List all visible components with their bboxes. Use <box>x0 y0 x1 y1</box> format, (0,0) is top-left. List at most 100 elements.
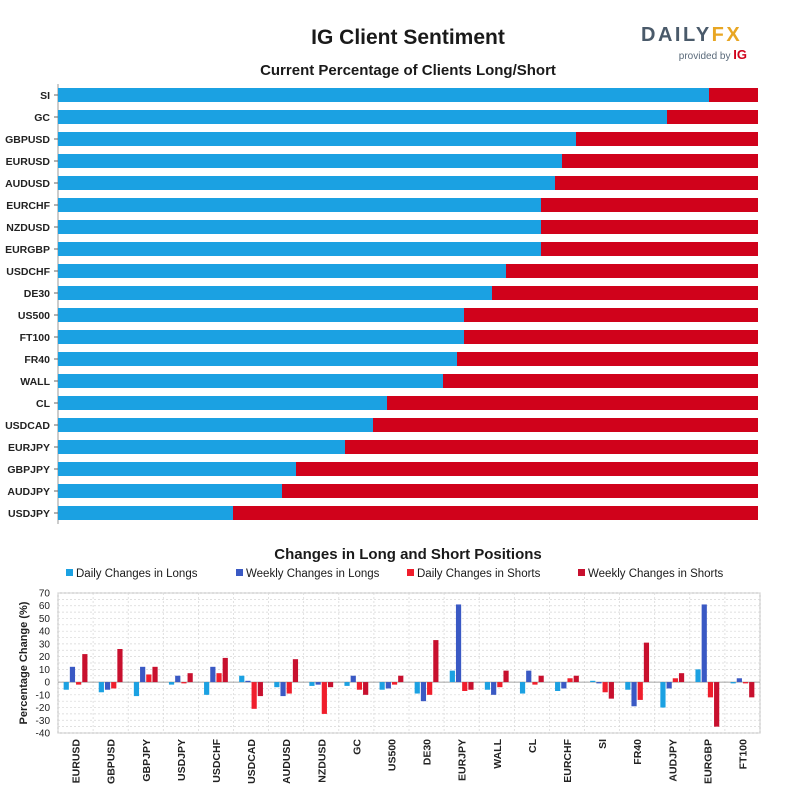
bar-weekly-changes-in-shorts-gbpusd <box>117 649 123 683</box>
bar-daily-changes-in-shorts-audusd <box>286 682 292 694</box>
long-bar-fr40 <box>58 352 457 366</box>
legend-swatch-weekly-shorts <box>578 569 585 576</box>
bar-daily-changes-in-shorts-cl <box>532 682 538 685</box>
chart2-xtick-label-usdjpy: USDJPY <box>176 739 188 781</box>
bar-daily-changes-in-longs-fr40 <box>625 682 631 690</box>
bar-weekly-changes-in-longs-audjpy <box>666 682 672 689</box>
bar-weekly-changes-in-longs-usdjpy <box>175 675 181 683</box>
bar-weekly-changes-in-longs-gbpjpy <box>140 666 146 683</box>
bar-daily-changes-in-longs-si <box>590 680 596 683</box>
dailyfx-logo: DAILYFX provided by IG <box>641 24 747 62</box>
short-bar-usdchf <box>506 264 758 278</box>
long-bar-cl <box>58 396 387 410</box>
short-bar-audjpy <box>282 484 758 498</box>
chart1-tick-label-eurusd: EURUSD <box>6 156 51 168</box>
bar-weekly-changes-in-longs-eurchf <box>561 682 567 689</box>
chart1-tick-label-cl: CL <box>36 398 51 410</box>
bar-weekly-changes-in-longs-usdchf <box>210 666 216 683</box>
bar-daily-changes-in-shorts-de30 <box>427 682 433 695</box>
bar-daily-changes-in-longs-usdjpy <box>168 682 175 685</box>
bar-daily-changes-in-shorts-gbpjpy <box>146 674 152 683</box>
bar-daily-changes-in-longs-eurchf <box>555 682 561 691</box>
bar-daily-changes-in-shorts-usdcad <box>251 682 257 709</box>
chart2-xtick-label-eurjpy: EURJPY <box>457 739 469 781</box>
long-bar-usdchf <box>58 264 506 278</box>
short-bar-ft100 <box>464 330 758 344</box>
short-bar-eurchf <box>541 198 758 212</box>
bar-weekly-changes-in-shorts-eurjpy <box>468 682 474 690</box>
chart1-tick-label-gc: GC <box>34 112 50 124</box>
brand-daily: DAILY <box>641 24 712 46</box>
bar-weekly-changes-in-shorts-gbpjpy <box>152 666 158 683</box>
chart2-ytick-label: 10 <box>39 665 51 676</box>
brand-provided: provided by <box>678 51 731 62</box>
chart2-xtick-label-usdchf: USDCHF <box>211 738 223 782</box>
chart2-xtick-label-eurusd: EURUSD <box>71 739 83 784</box>
chart2-ytick-label: -30 <box>36 716 51 727</box>
bar-daily-changes-in-shorts-eurgbp <box>707 682 714 698</box>
bar-daily-changes-in-longs-wall <box>484 682 491 690</box>
chart1-tick-label-audjpy: AUDJPY <box>7 486 50 498</box>
bar-daily-changes-in-shorts-nzdusd <box>321 682 327 714</box>
bar-weekly-changes-in-shorts-audusd <box>292 659 299 683</box>
legend-swatch-daily-shorts <box>407 569 414 576</box>
chart1-tick-label-us500: US500 <box>18 310 50 322</box>
chart2-ytick-label: 50 <box>39 614 51 625</box>
chart2-xtick-label-audusd: AUDUSD <box>281 739 293 784</box>
bar-daily-changes-in-longs-cl <box>519 682 526 694</box>
chart2-xtick-label-ft100: FT100 <box>737 739 749 770</box>
chart2-ytick-label: -40 <box>36 729 51 740</box>
short-bar-si <box>709 88 758 102</box>
chart2-xtick-label-nzdusd: NZDUSD <box>316 739 328 783</box>
bar-weekly-changes-in-longs-gc <box>350 675 356 683</box>
bar-daily-changes-in-shorts-gc <box>356 682 363 690</box>
chart2-xtick-label-eurchf: EURCHF <box>562 738 574 782</box>
chart1-tick-label-ft100: FT100 <box>20 332 51 344</box>
bar-daily-changes-in-longs-usdcad <box>239 675 245 683</box>
chart2-xtick-label-gbpjpy: GBPJPY <box>141 739 153 782</box>
legend-item-daily-longs: Daily Changes in Longs <box>66 568 197 580</box>
chart2-ytick-label: 0 <box>44 678 50 689</box>
chart1-tick-label-eurgbp: EURGBP <box>5 244 50 256</box>
long-bar-eurgbp <box>58 242 541 256</box>
chart2-ytick-label: 70 <box>39 589 51 600</box>
chart1-tick-label-wall: WALL <box>20 376 50 388</box>
chart2-xtick-label-gc: GC <box>351 739 363 755</box>
long-bar-wall <box>58 374 443 388</box>
brand-fx: FX <box>711 24 743 46</box>
bar-daily-changes-in-shorts-eurchf <box>567 678 573 683</box>
bar-daily-changes-in-shorts-us500 <box>391 682 398 685</box>
legend-item-daily-shorts: Daily Changes in Shorts <box>407 568 540 580</box>
bar-weekly-changes-in-shorts-audjpy <box>678 673 685 683</box>
bar-daily-changes-in-shorts-audjpy <box>672 678 678 683</box>
chart2-ytick-label: -10 <box>36 690 51 701</box>
long-bar-eurchf <box>58 198 541 212</box>
chart2-ylabel: Percentage Change (%) <box>18 601 30 724</box>
chart2-ytick-label: -20 <box>36 703 51 714</box>
short-bar-eurgbp <box>541 242 758 256</box>
chart2-ytick-label: 20 <box>39 652 51 663</box>
bar-weekly-changes-in-shorts-si <box>608 682 614 699</box>
short-bar-audusd <box>555 176 758 190</box>
bar-weekly-changes-in-shorts-usdcad <box>257 682 263 697</box>
bar-daily-changes-in-shorts-usdjpy <box>181 682 187 684</box>
short-bar-nzdusd <box>541 220 758 234</box>
long-bar-us500 <box>58 308 464 322</box>
chart2-xtick-label-usdcad: USDCAD <box>246 739 258 784</box>
short-bar-wall <box>443 374 758 388</box>
bar-weekly-changes-in-longs-gbpusd <box>104 682 111 690</box>
bar-daily-changes-in-shorts-gbpusd <box>111 682 117 689</box>
chart2-ytick-label: 30 <box>39 639 51 650</box>
long-bar-usdcad <box>58 418 373 432</box>
bar-weekly-changes-in-longs-nzdusd <box>315 682 321 685</box>
bar-weekly-changes-in-longs-cl <box>526 670 532 683</box>
chart2-xtick-label-gbpusd: GBPUSD <box>106 739 118 784</box>
chart1-tick-label-usdcad: USDCAD <box>5 420 50 432</box>
chart1-tick-label-gbpusd: GBPUSD <box>5 134 50 146</box>
bar-daily-changes-in-longs-eurjpy <box>449 670 455 683</box>
short-bar-usdjpy <box>233 506 758 520</box>
bar-weekly-changes-in-longs-audusd <box>280 682 286 697</box>
bar-weekly-changes-in-shorts-ft100 <box>749 682 755 698</box>
bar-daily-changes-in-shorts-usdchf <box>216 673 222 683</box>
chart2-xtick-label-audjpy: AUDJPY <box>667 739 679 782</box>
